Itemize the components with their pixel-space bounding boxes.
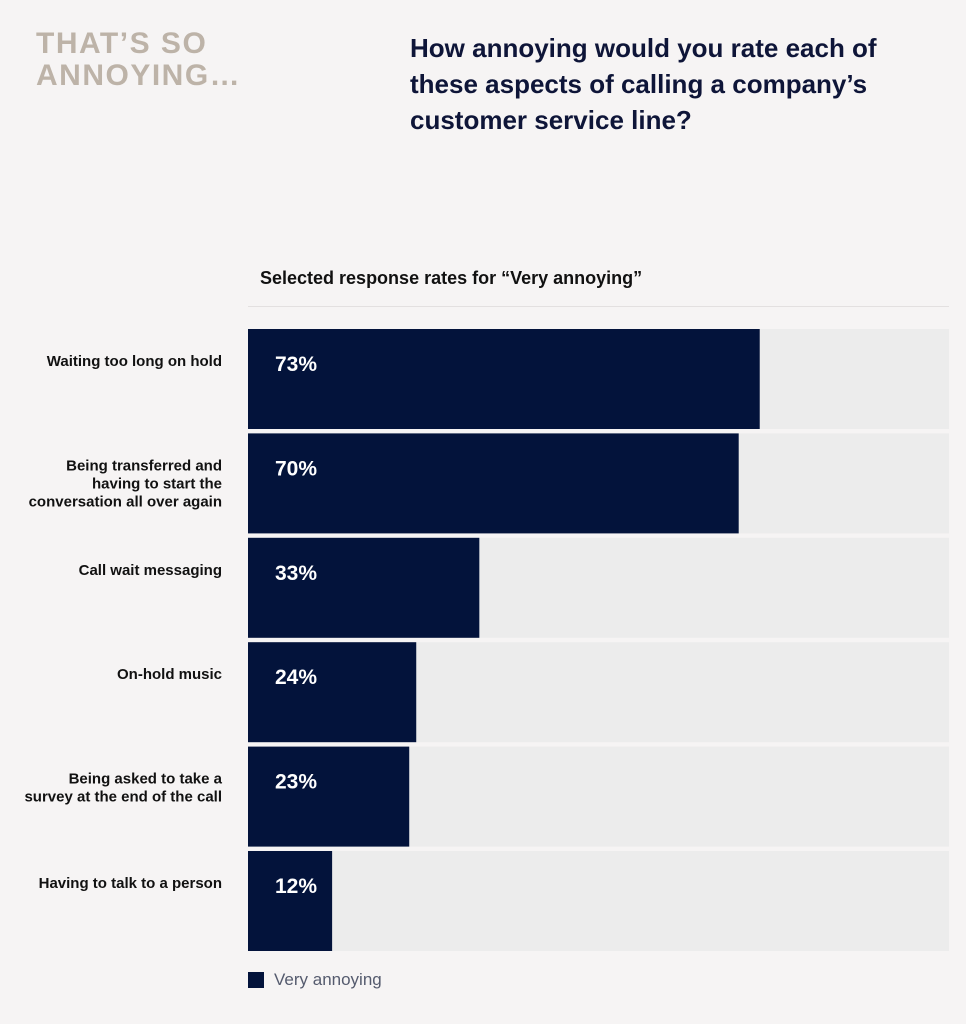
bar-value-label: 70%	[275, 457, 317, 480]
category-label: On-hold music	[117, 666, 222, 683]
title-divider	[248, 306, 949, 307]
category-label: Call wait messaging	[79, 562, 222, 579]
bar	[248, 642, 417, 743]
category-label-line: Call wait messaging	[79, 562, 222, 579]
chart-question: How annoying would you rate each of thes…	[410, 33, 877, 135]
bar-value-label: 23%	[275, 771, 317, 794]
bar-track	[248, 851, 949, 951]
category-label-line: conversation all over again	[29, 493, 222, 510]
category-label-line: survey at the end of the call	[24, 789, 222, 806]
category-label: Waiting too long on hold	[47, 353, 222, 370]
category-label: Being transferred and having to start the…	[29, 457, 222, 510]
legend: Very annoying	[248, 970, 382, 990]
bar	[248, 433, 739, 534]
bar	[248, 851, 333, 951]
category-label-line: Being transferred and	[66, 457, 222, 474]
bar-value-label: 24%	[275, 666, 317, 689]
category-label-line: Being asked to take a	[69, 771, 223, 788]
category-label-line: having to start the	[92, 475, 222, 492]
bar-value-label: 73%	[275, 353, 317, 376]
category-label-line: Waiting too long on hold	[47, 353, 222, 370]
chart-title: Selected response rates for “Very annoyi…	[260, 268, 643, 288]
bar-value-label: 33%	[275, 562, 317, 585]
category-label: Being asked to take a survey at the end o…	[24, 771, 222, 806]
category-label-line: Having to talk to a person	[39, 875, 222, 892]
bar	[248, 537, 480, 638]
legend-label: Very annoying	[274, 970, 382, 989]
category-label-line: On-hold music	[117, 666, 222, 683]
bar-value-label: 12%	[275, 875, 317, 898]
category-label: Having to talk to a person	[39, 875, 222, 892]
kicker-title: THAT’S SO ANNOYING…	[36, 27, 242, 92]
legend-swatch	[248, 972, 264, 988]
bar	[248, 746, 410, 847]
bar	[248, 329, 760, 429]
